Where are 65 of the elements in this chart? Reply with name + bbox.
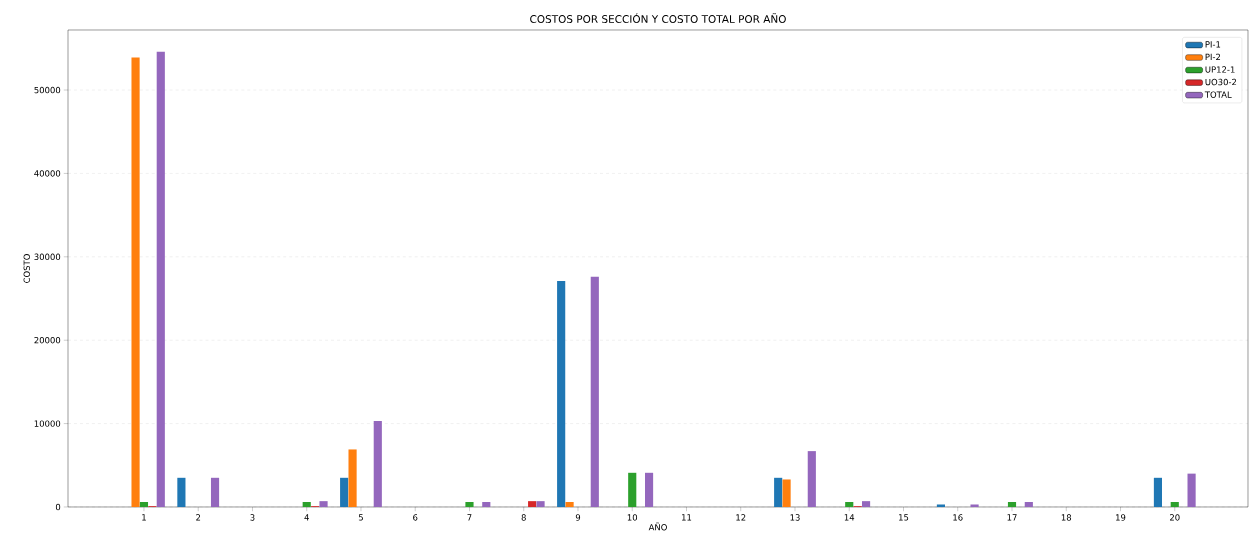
bar — [482, 501, 491, 507]
bar — [319, 501, 328, 507]
legend-label: UO30-2 — [1205, 78, 1237, 86]
x-tick-label: 4 — [304, 514, 309, 521]
legend-label: TOTAL — [1204, 91, 1232, 98]
bar — [177, 477, 186, 507]
x-tick-label: 1 — [142, 514, 146, 521]
y-tick-label: 20000 — [34, 337, 61, 344]
bar — [565, 501, 574, 507]
x-tick-label: 7 — [467, 514, 472, 521]
bar — [1024, 501, 1033, 507]
bar — [970, 504, 979, 507]
bar — [465, 501, 474, 507]
x-tick-label: 19 — [1116, 514, 1126, 521]
bar — [807, 451, 816, 507]
y-axis-title: COSTO — [23, 254, 30, 283]
x-tick-label: 9 — [575, 514, 581, 521]
bar — [644, 472, 654, 507]
chart-title: COSTOS POR SECCIÓN Y COSTO TOTAL POR AÑO — [530, 13, 786, 23]
x-tick-label: 10 — [627, 514, 638, 521]
x-tick-label: 3 — [250, 514, 255, 521]
bar — [628, 472, 637, 507]
bar — [156, 51, 165, 507]
x-tick-label: 11 — [682, 514, 692, 521]
x-tick-label: 20 — [1170, 514, 1180, 521]
bar — [348, 449, 357, 507]
x-tick-label: 13 — [790, 514, 800, 521]
bar — [1007, 501, 1017, 507]
x-tick-label: 8 — [521, 514, 526, 521]
bar — [774, 477, 783, 507]
x-tick-label: 16 — [953, 514, 963, 521]
bar — [210, 477, 220, 507]
y-tick-label: 10000 — [34, 420, 61, 427]
y-tick-label: 30000 — [34, 253, 61, 261]
bar — [536, 501, 545, 507]
bar — [557, 280, 566, 507]
x-tick-label: 2 — [196, 514, 201, 521]
bar — [340, 477, 349, 507]
x-tick-label: 18 — [1061, 514, 1072, 521]
x-tick-label: 17 — [1007, 514, 1017, 521]
legend-label: UP12-1 — [1205, 66, 1235, 73]
x-tick-label: 5 — [358, 514, 363, 521]
bar — [131, 57, 140, 507]
bar — [861, 501, 871, 507]
bar — [590, 276, 599, 507]
x-tick-label: 14 — [844, 514, 855, 521]
bar — [782, 479, 791, 507]
bar — [373, 421, 382, 507]
bar — [1153, 477, 1163, 507]
y-tick-label: 40000 — [34, 170, 61, 177]
y-tick-label: 0 — [55, 503, 61, 511]
x-tick-label: 15 — [899, 514, 909, 521]
bar — [1170, 501, 1179, 507]
legend-label: PI-2 — [1205, 53, 1221, 61]
bar — [1187, 473, 1196, 507]
x-tick-label: 6 — [413, 514, 418, 521]
x-tick-label: 12 — [736, 514, 746, 521]
bar — [936, 504, 946, 507]
y-tick-label: 50000 — [34, 86, 61, 94]
x-axis-title: AÑO — [648, 522, 667, 531]
bar — [845, 501, 854, 507]
bar — [139, 501, 149, 507]
bar — [302, 501, 311, 507]
bar — [528, 501, 537, 507]
legend-label: PI-1 — [1205, 41, 1221, 48]
